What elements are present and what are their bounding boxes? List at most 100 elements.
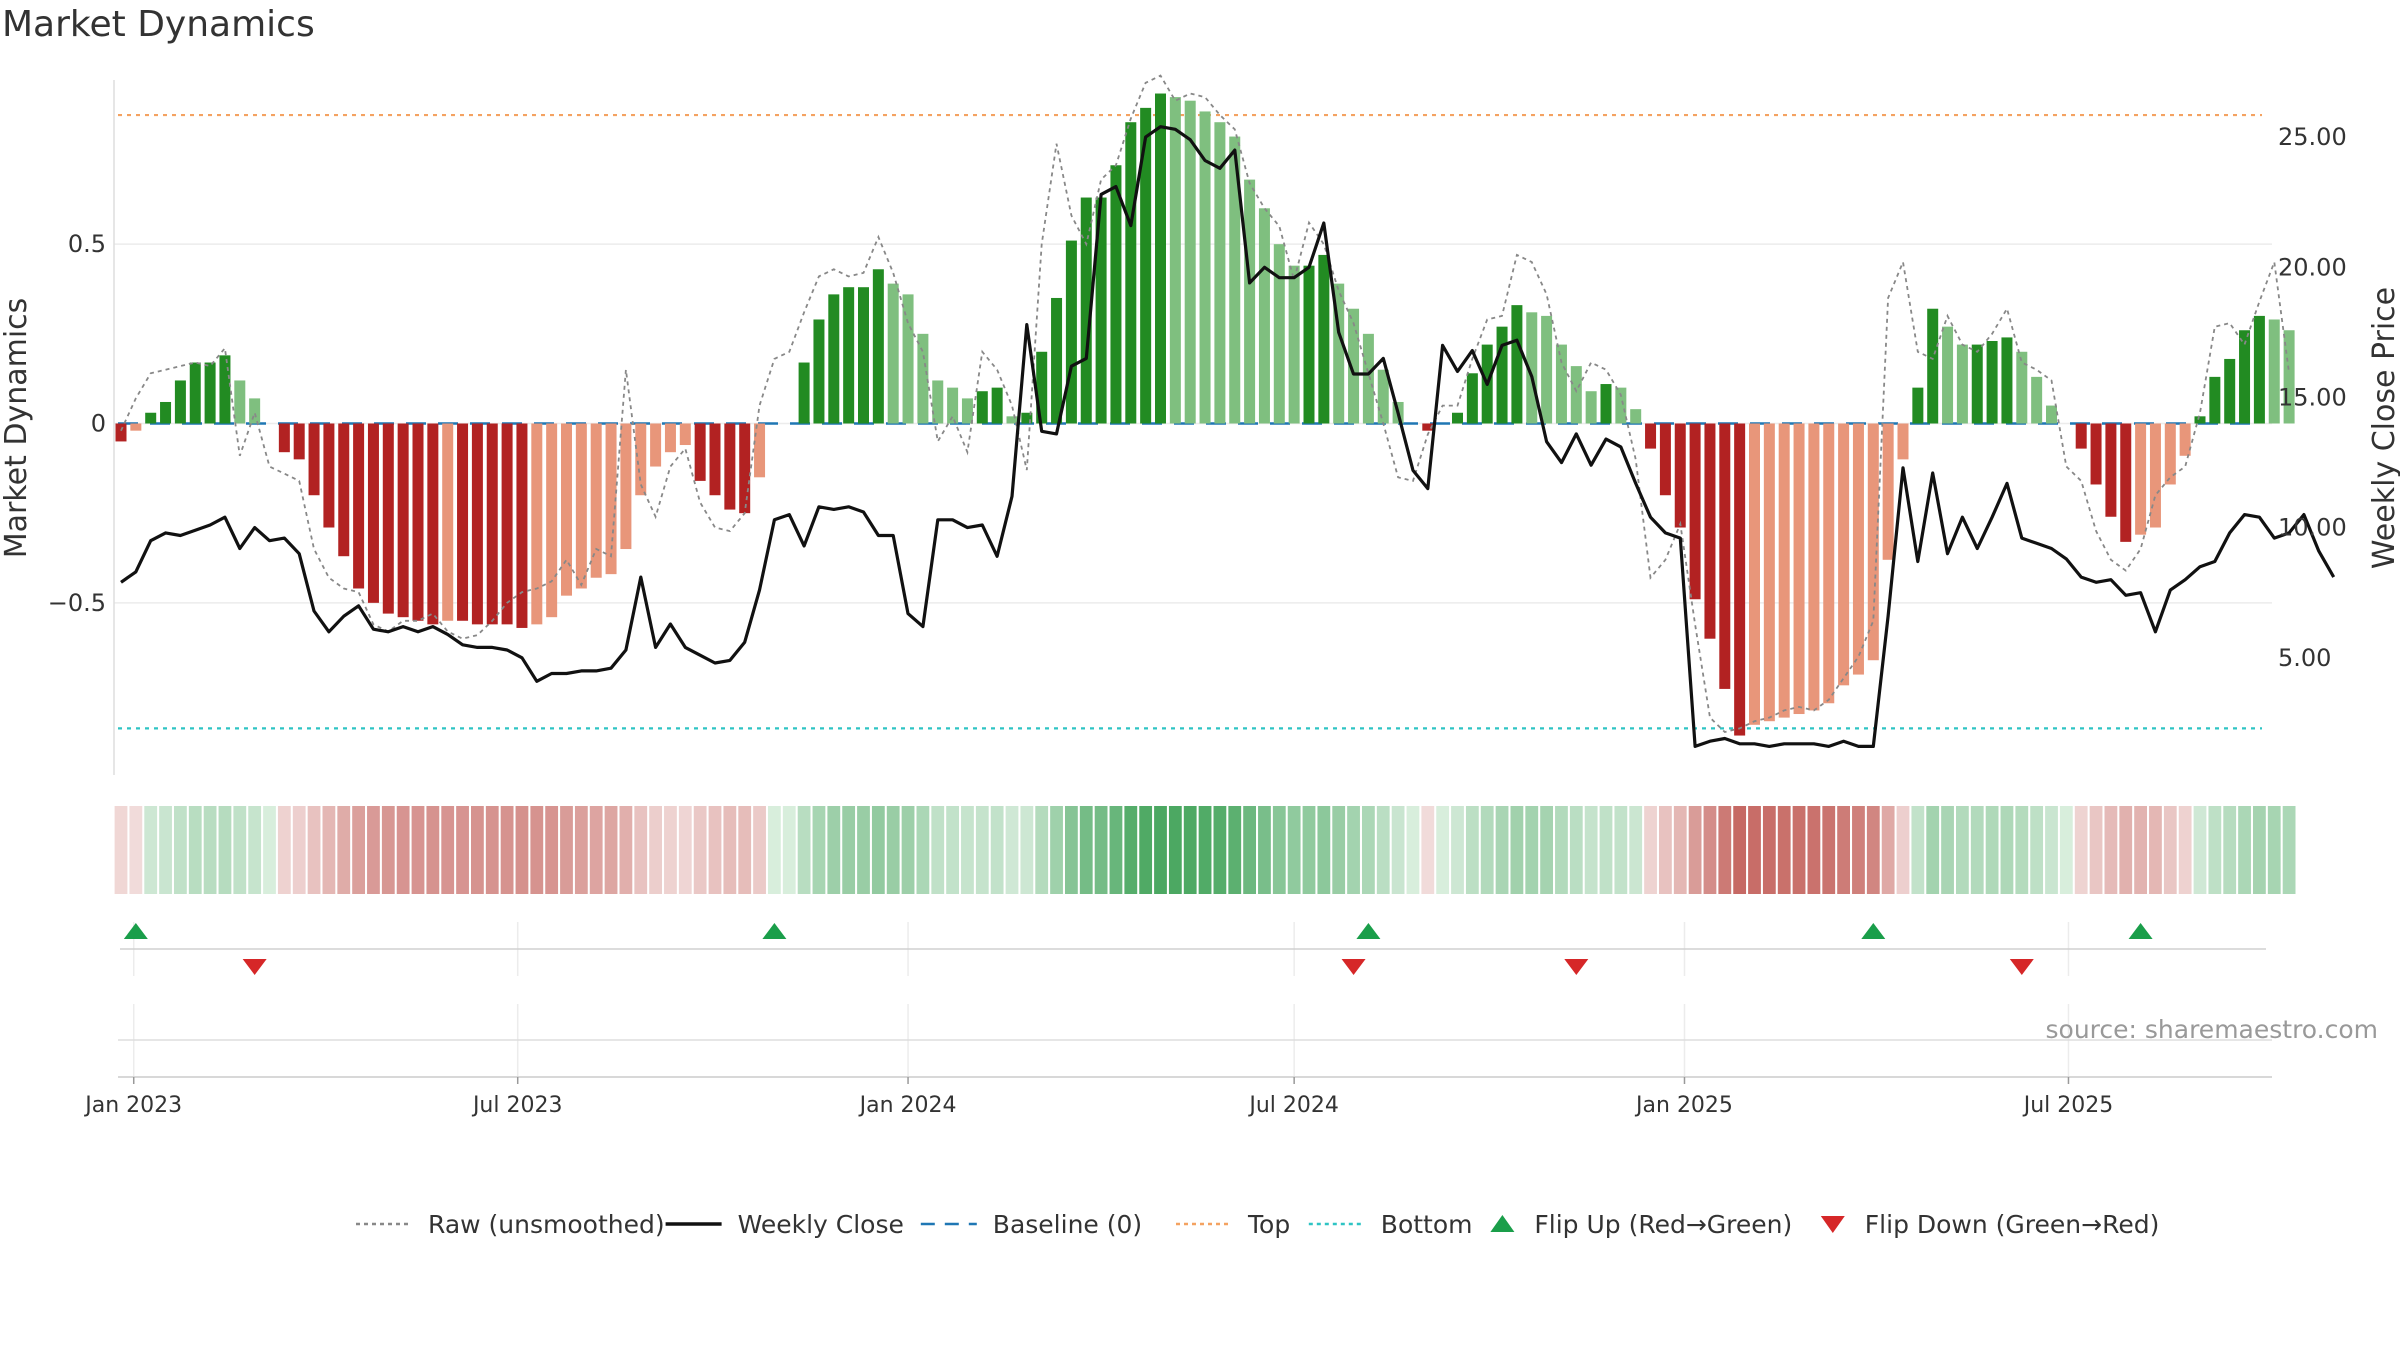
dynamics-bar [174, 380, 186, 424]
strip-cell [1540, 806, 1553, 894]
x-tick-label: Jan 2023 [83, 1093, 182, 1118]
dynamics-bar [1749, 423, 1760, 725]
dynamics-bar [2224, 358, 2236, 424]
strip-cell [1644, 806, 1657, 894]
dynamics-bar [1496, 326, 1508, 424]
right-tick-label: 10.00 [2278, 514, 2347, 542]
strip-cell [144, 806, 158, 894]
strip-cell [1673, 806, 1687, 894]
dynamics-bar [1362, 333, 1374, 424]
dynamics-bar [2046, 405, 2057, 424]
dynamics-bar [1511, 305, 1523, 424]
strip-cell [1584, 806, 1598, 894]
dynamics-bar [872, 269, 884, 424]
dynamics-bar [1036, 351, 1048, 424]
strip-cell [2000, 806, 2014, 894]
dynamics-bar [1852, 423, 1864, 675]
dynamics-bar [664, 423, 676, 453]
dynamics-bar [635, 423, 647, 496]
dynamics-bar [1570, 366, 1582, 424]
strip-cell [1837, 806, 1850, 894]
strip-cell [2238, 806, 2251, 894]
strip-cell [1718, 806, 1732, 894]
dynamics-bar [2209, 376, 2221, 424]
source-label: source: sharemaestro.com [2046, 1015, 2379, 1044]
right-axis-title: Weekly Close Price [2367, 287, 2400, 569]
dynamics-bar [353, 423, 365, 589]
strip-cell [1287, 806, 1301, 894]
flip-up-marker [1356, 923, 1381, 939]
strip-cell [2045, 806, 2058, 894]
dynamics-bar [1674, 423, 1686, 528]
strip-cell [2104, 806, 2118, 894]
regime-strip [114, 806, 2296, 894]
dynamics-bar [1466, 373, 1478, 424]
dynamics-bar [2105, 423, 2117, 517]
strip-cell [1748, 806, 1761, 894]
strip-cell [2178, 806, 2192, 894]
strip-cell [2089, 806, 2103, 894]
strip-cell [1451, 806, 1464, 894]
x-tick-label: Jul 2025 [2022, 1093, 2114, 1118]
dynamics-bar [1184, 100, 1196, 424]
dynamics-bar [1808, 423, 1820, 711]
strip-cell [129, 806, 143, 894]
strip-cell [1852, 806, 1865, 894]
dynamics-bar [1763, 423, 1775, 722]
dynamics-bar [442, 423, 454, 621]
legend-item: Top [1176, 1210, 1290, 1239]
strip-cell [337, 806, 351, 894]
dynamics-bar [1110, 165, 1122, 424]
strip-cell [1109, 806, 1123, 894]
strip-cell [1599, 806, 1613, 894]
dynamics-bar [561, 423, 572, 596]
dynamics-bar [546, 423, 558, 618]
dynamics-bar [516, 423, 528, 628]
dynamics-bar [1912, 387, 1924, 424]
flip-down-marker [1341, 959, 1366, 975]
x-tick-label: Jan 2025 [1634, 1093, 1733, 1118]
dynamics-bar [1645, 423, 1657, 449]
dynamics-bar [991, 387, 1003, 424]
dynamics-bar [650, 423, 662, 467]
dynamics-bar [2001, 337, 2013, 424]
strip-cell [1213, 806, 1227, 894]
flip-up-marker [2128, 923, 2153, 939]
strip-cell [1688, 806, 1702, 894]
legend-item: Baseline (0) [920, 1210, 1142, 1239]
strip-cell [753, 806, 766, 894]
strip-cell [1941, 806, 1954, 894]
strip-cell [1347, 806, 1360, 894]
strip-cell [678, 806, 692, 894]
dynamics-bar [739, 423, 751, 514]
strip-cell [1376, 806, 1390, 894]
raw-series [120, 74, 2290, 733]
strip-cell [218, 806, 232, 894]
strip-cell [1035, 806, 1049, 894]
flip-up-marker [1861, 923, 1886, 939]
axes: 0.5 0 −0.5 25.00 20.00 15.00 10.00 5.00 Market D… [0, 80, 2400, 775]
dynamics-bar [160, 401, 172, 424]
dynamics-bar [902, 294, 914, 424]
time-axis: Jan 2023 Jul 2023 Jan 2024 Jul 2024 Jan 2025… [83, 1077, 2113, 1118]
left-tick-label: 0.5 [68, 230, 106, 258]
strip-cell [1970, 806, 1984, 894]
strip-cell [634, 806, 648, 894]
left-axis-title: Market Dynamics [0, 298, 34, 559]
strip-cell [1911, 806, 1925, 894]
strip-cell [530, 806, 544, 894]
x-tick-label: Jan 2024 [858, 1093, 957, 1118]
strip-cell [946, 806, 959, 894]
flip-down-marker [242, 959, 267, 975]
strip-cell [1065, 806, 1078, 894]
dynamics-bar [145, 412, 157, 424]
x-tick-label: Jul 2024 [1247, 1093, 1339, 1118]
dynamics-bar [1555, 344, 1567, 424]
left-tick-label: −0.5 [48, 589, 106, 617]
dynamics-bar [858, 287, 869, 424]
strip-cell [1183, 806, 1197, 894]
strip-cell [2059, 806, 2073, 894]
strip-cell [322, 806, 336, 894]
strip-cell [1094, 806, 1108, 894]
dynamics-bar [1630, 409, 1642, 424]
